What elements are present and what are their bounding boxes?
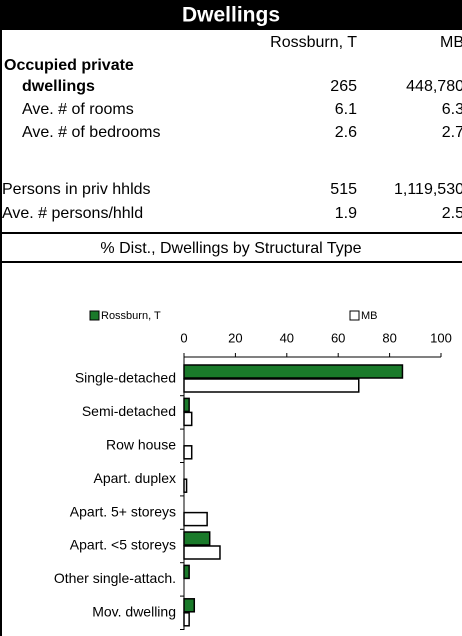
legend-swatch xyxy=(89,310,100,321)
cell: 2.6 xyxy=(335,124,357,141)
bar xyxy=(183,478,188,493)
category-label: Single-detached xyxy=(75,370,176,386)
cell: 6.1 xyxy=(335,101,357,118)
row-label: Ave. # of rooms xyxy=(22,101,134,118)
category-label: Apart. <5 storeys xyxy=(70,537,176,553)
category-label: Apart. 5+ storeys xyxy=(70,503,176,519)
cell: 265 xyxy=(330,78,357,95)
x-tick-label: 100 xyxy=(430,330,452,345)
bar xyxy=(183,612,190,627)
cell: 1,119,530 xyxy=(394,181,462,198)
cell: 515 xyxy=(330,181,357,198)
x-tick-label: 40 xyxy=(280,330,294,345)
legend-label: MB xyxy=(361,310,378,322)
x-tick-label: 60 xyxy=(331,330,345,345)
cell: 448,780 xyxy=(406,78,462,95)
x-tick-label: 20 xyxy=(228,330,242,345)
bar xyxy=(183,564,190,580)
row-label: Persons in priv hhlds xyxy=(2,181,151,198)
x-tick-label: 0 xyxy=(180,330,187,345)
category-label: Semi-detached xyxy=(82,403,176,419)
chart-title: % Dist., Dwellings by Structural Type xyxy=(100,240,361,257)
category-label: Apart. duplex xyxy=(94,470,177,486)
row-label: dwellings xyxy=(22,78,95,95)
header-bar xyxy=(0,0,462,30)
row-label: Ave. # persons/hhld xyxy=(2,205,143,222)
category-label: Other single-attach. xyxy=(54,570,176,586)
cell: 2.7 xyxy=(442,124,462,141)
x-tick-label: 80 xyxy=(382,330,396,345)
cell: 6.3 xyxy=(442,101,462,118)
legend-swatch xyxy=(349,310,360,321)
bar xyxy=(183,545,221,560)
column-header: MB xyxy=(440,34,462,51)
row-label: Occupied private xyxy=(4,57,134,74)
category-label: Mov. dwelling xyxy=(92,604,176,620)
cell: 2.5 xyxy=(442,205,462,222)
category-label: Row house xyxy=(106,437,176,453)
bar xyxy=(183,397,190,413)
row-label: Ave. # of bedrooms xyxy=(22,124,160,141)
bar xyxy=(183,364,404,379)
bar xyxy=(183,531,211,546)
bar xyxy=(183,378,360,393)
legend-label: Rossburn, T xyxy=(101,310,161,322)
bar xyxy=(183,445,193,460)
header-title: Dwellings xyxy=(182,4,280,27)
cell: 1.9 xyxy=(335,205,357,222)
column-header: Rossburn, T xyxy=(270,34,357,51)
bar xyxy=(183,598,196,613)
bar xyxy=(183,411,193,427)
bar xyxy=(183,511,208,527)
